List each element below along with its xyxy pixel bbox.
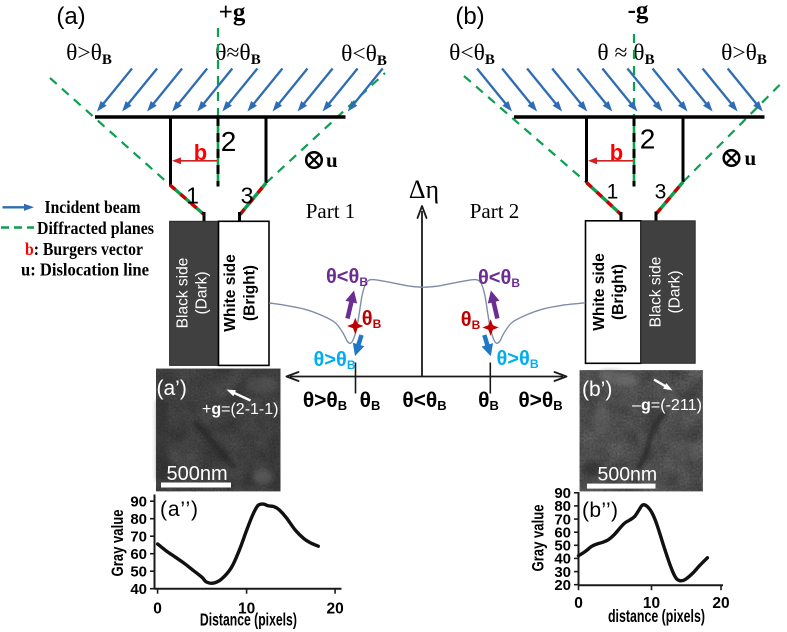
- svg-text:u: Dislocation line: u: Dislocation line: [21, 260, 149, 280]
- svg-text:2: 2: [640, 124, 656, 155]
- svg-text:–g=(-211): –g=(-211): [632, 397, 702, 414]
- svg-text:u: u: [745, 146, 757, 170]
- svg-text:500nm: 500nm: [167, 463, 228, 485]
- svg-text:(b’): (b’): [582, 378, 612, 401]
- svg-text:White side: White side: [222, 254, 239, 332]
- svg-text:Δη: Δη: [409, 175, 439, 204]
- svg-text:10: 10: [643, 595, 660, 612]
- svg-text:40: 40: [130, 581, 147, 598]
- svg-text:20: 20: [554, 577, 571, 594]
- svg-text:(a’’): (a’’): [160, 498, 198, 521]
- svg-text:Part 1: Part 1: [306, 199, 356, 223]
- svg-text:0: 0: [574, 595, 583, 612]
- svg-text:b: b: [610, 140, 623, 165]
- svg-text:1: 1: [186, 183, 199, 209]
- svg-text:(b’’): (b’’): [582, 499, 618, 522]
- svg-text:Distance (pixels): Distance (pixels): [200, 610, 297, 630]
- svg-text:+g=(2-1-1): +g=(2-1-1): [202, 401, 278, 418]
- svg-text:60: 60: [554, 524, 571, 541]
- svg-text:-g: -g: [628, 0, 649, 24]
- svg-text:70: 70: [554, 511, 571, 528]
- svg-text:50: 50: [554, 538, 571, 555]
- svg-text:2: 2: [221, 126, 237, 157]
- svg-text:u: u: [326, 148, 338, 172]
- svg-text:White side: White side: [591, 253, 608, 331]
- svg-text:80: 80: [130, 511, 147, 528]
- svg-text:b: Burgers vector: b: Burgers vector: [25, 239, 143, 259]
- svg-text:(Bright): (Bright): [610, 264, 627, 320]
- svg-text:Part 2: Part 2: [470, 199, 520, 223]
- svg-text:Incident beam: Incident beam: [45, 197, 141, 217]
- svg-text:Gray value: Gray value: [109, 510, 127, 577]
- svg-text:80: 80: [554, 498, 571, 515]
- svg-text:θ<θB: θ<θB: [478, 267, 520, 290]
- svg-text:20: 20: [326, 601, 343, 618]
- svg-text:10: 10: [238, 601, 255, 618]
- svg-text:Black side: Black side: [648, 257, 665, 328]
- svg-text:b: b: [194, 140, 207, 165]
- svg-text:70: 70: [130, 528, 147, 545]
- svg-text:500nm: 500nm: [598, 464, 658, 486]
- svg-text:θ>θB: θ>θB: [497, 348, 539, 371]
- svg-text:(Dark): (Dark): [667, 270, 684, 313]
- svg-text:1: 1: [607, 181, 619, 204]
- svg-text:30: 30: [554, 564, 571, 581]
- svg-text:60: 60: [130, 546, 147, 563]
- svg-text:(a’): (a’): [157, 377, 187, 400]
- svg-text:Gray value: Gray value: [530, 505, 548, 572]
- svg-text:20: 20: [712, 595, 729, 612]
- svg-text:distance (pixels): distance (pixels): [608, 606, 705, 626]
- svg-text:+g: +g: [219, 0, 246, 26]
- svg-text:90: 90: [554, 485, 571, 502]
- svg-text:Black side: Black side: [175, 258, 192, 329]
- svg-text:3: 3: [655, 181, 667, 204]
- svg-text:(b): (b): [455, 3, 484, 30]
- svg-text:(Dark): (Dark): [194, 271, 211, 314]
- svg-text:(Bright): (Bright): [242, 265, 259, 321]
- svg-text:θ<θB: θ<θB: [326, 266, 368, 289]
- svg-text:θ>θB: θ>θB: [314, 349, 356, 372]
- svg-text:0: 0: [153, 601, 162, 618]
- svg-text:40: 40: [554, 551, 571, 568]
- svg-text:(a): (a): [56, 3, 85, 30]
- svg-text:3: 3: [241, 183, 254, 209]
- svg-text:50: 50: [130, 563, 147, 580]
- svg-text:Diffracted planes: Diffracted planes: [37, 218, 154, 238]
- svg-text:90: 90: [130, 493, 147, 510]
